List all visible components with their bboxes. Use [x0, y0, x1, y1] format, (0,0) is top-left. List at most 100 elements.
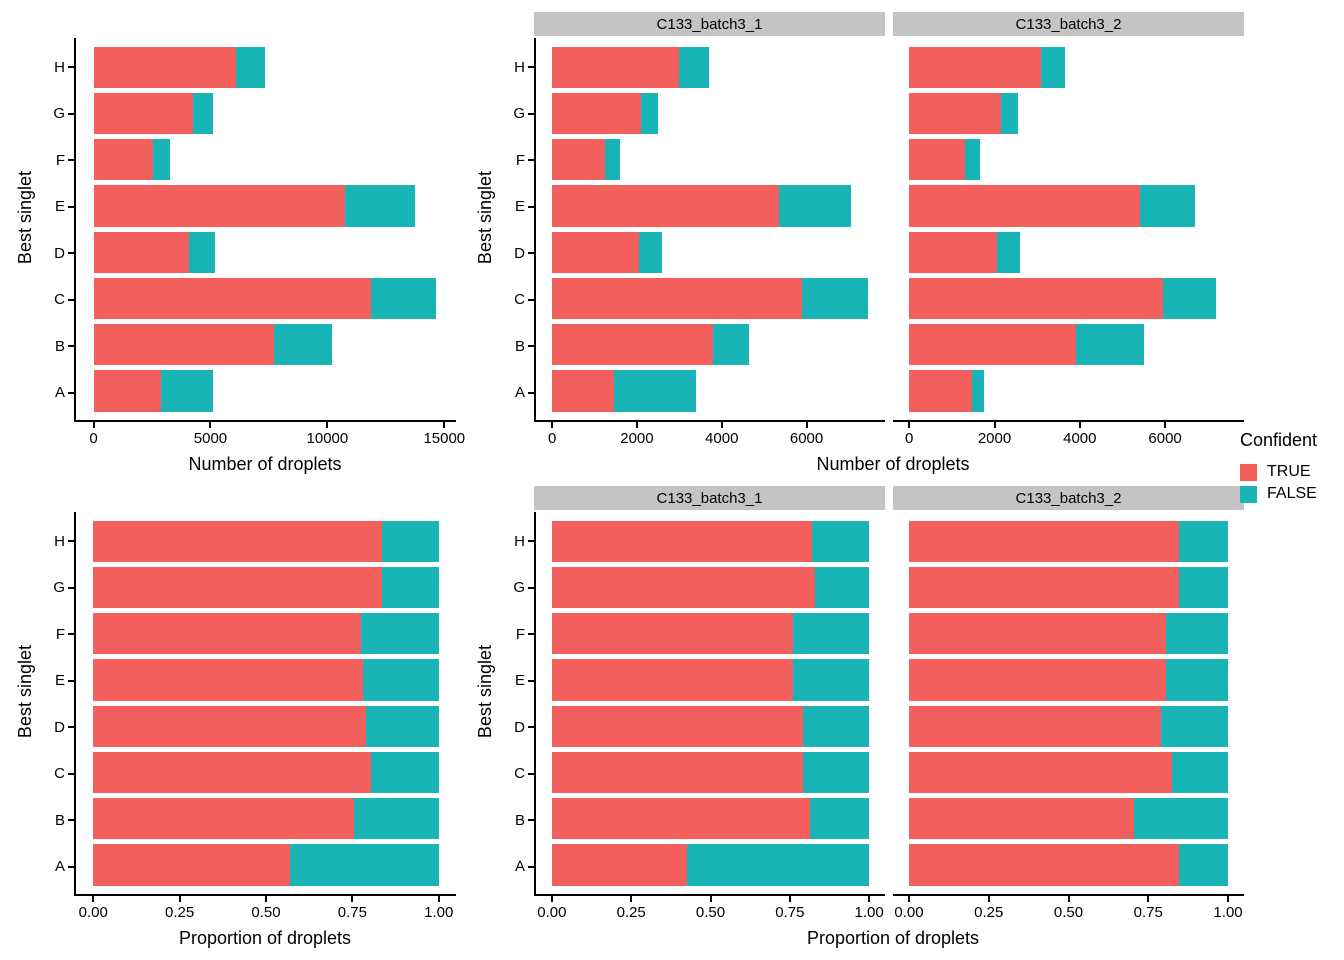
y-axis: H G F E D C B A [40, 486, 74, 896]
bar-segment-false [792, 659, 870, 701]
legend-item-true: TRUE [1240, 461, 1317, 483]
y-tick [528, 345, 534, 348]
x-tick [92, 896, 95, 902]
x-tick [1078, 422, 1081, 428]
x-tick [265, 896, 267, 902]
y-category-label: A [54, 384, 65, 402]
y-category-label: H [54, 532, 65, 550]
x-tick-label: 4000 [705, 430, 739, 447]
y-axis-title-column: Best singlet [10, 12, 40, 486]
x-tick-label: 2000 [977, 430, 1012, 447]
bar-segment-true [908, 613, 1166, 655]
plot-main: H G F E D C B A C133_batch3_1 0.00 0.25 0.50 0.75 1… [500, 486, 1244, 960]
y-axis-labels: H G F E D C B A [40, 512, 74, 896]
bar-segment-true [909, 46, 1042, 88]
bar-segment-true [93, 139, 154, 181]
y-axis-labels: H G F E D C B A [40, 38, 74, 422]
y-tick [528, 159, 534, 162]
bar-segment-false [1162, 277, 1217, 319]
x-tick [805, 422, 808, 428]
bar-segment-false [1161, 705, 1229, 747]
y-category-label: C [54, 291, 65, 309]
plot-counts-faceted: Best singlet H G F E D C B A C133_batch3_1 0 200… [470, 12, 1244, 486]
bar-segment-false [1075, 324, 1144, 366]
y-category-D: D [40, 230, 74, 277]
y-category-H: H [500, 518, 534, 565]
bar-segment-false [366, 705, 439, 747]
bar-segment-true [93, 370, 162, 412]
y-category-E: E [40, 658, 74, 705]
bar-segment-true [909, 231, 997, 273]
y-tick [68, 586, 74, 589]
bar-row-F [536, 137, 885, 183]
x-tick-label: 1.00 [1213, 904, 1243, 921]
y-category-label: F [515, 151, 525, 169]
bar-segment-true [551, 566, 816, 608]
bar-row-A [76, 368, 456, 414]
bar-segment-false [153, 139, 170, 181]
x-tick-label: 0.00 [78, 904, 108, 921]
bar-segment-true [908, 566, 1179, 608]
y-tick [68, 865, 74, 868]
x-tick-label: 0.25 [616, 904, 646, 921]
y-category-G: G [40, 565, 74, 612]
y-axis-title: Best singlet [14, 171, 35, 265]
plot-main: H G F E D C B A C133_batch3_1 0 2000 4000 6000 C13… [500, 12, 1244, 486]
bar-segment-false [371, 751, 439, 793]
y-category-label: C [514, 291, 525, 309]
x-axis-title: Proportion of droplets [806, 928, 980, 948]
y-tick [68, 112, 74, 115]
bar-segment-false [192, 92, 213, 134]
y-axis-labels: H G F E D C B A [500, 38, 534, 422]
y-axis-labels: H G F E D C B A [500, 512, 534, 896]
plot-main: H G F E D C B A 0 5000 10000 15000 Number of dropl… [40, 12, 465, 486]
y-category-label: F [55, 625, 65, 643]
x-tick [987, 896, 990, 902]
bar-row-E [893, 183, 1244, 229]
y-tick [528, 298, 534, 301]
strip-spacer [40, 12, 74, 38]
x-tick-label: 6000 [1148, 430, 1182, 447]
bar-segment-false [1178, 844, 1229, 886]
bar-segment-true [93, 659, 363, 701]
bar-segment-false [290, 844, 439, 886]
bar-row-E [536, 657, 885, 703]
bar-segment-true [551, 613, 793, 655]
bar-row-C [536, 275, 885, 321]
y-tick [528, 586, 534, 589]
plot-body: H G F E D C B A C133_batch3_1 0.00 0.25 0.50 0.75 1… [500, 486, 1244, 921]
bar-row-G [536, 90, 885, 136]
bar-segment-true [909, 92, 1001, 134]
x-tick-label: 0.50 [251, 904, 281, 921]
y-category-label: D [54, 244, 65, 262]
bar-segment-false [802, 277, 869, 319]
bar-segment-false [1172, 751, 1229, 793]
bar-segment-false [1139, 185, 1195, 227]
y-category-label: H [54, 58, 65, 76]
y-category-label: B [54, 811, 65, 829]
bar-segment-false [344, 185, 416, 227]
bar-segment-false [361, 613, 439, 655]
y-tick [528, 819, 534, 822]
y-category-label: H [514, 532, 525, 550]
y-category-B: B [40, 797, 74, 844]
x-tick [1227, 896, 1230, 902]
bar-row-H [76, 44, 456, 90]
panel-container: 0 5000 10000 15000 [74, 12, 465, 447]
bar-segment-true [93, 705, 367, 747]
y-axis-title: Best singlet [14, 645, 35, 739]
y-tick [528, 66, 534, 69]
x-tick-label: 5000 [193, 430, 228, 447]
bar-segment-true [551, 798, 811, 840]
y-tick [68, 205, 74, 208]
bar-row-F [536, 611, 885, 657]
bar-segment-true [93, 324, 274, 366]
y-tick [528, 679, 534, 682]
y-category-A: A [500, 844, 534, 891]
strip-spacer [500, 12, 534, 38]
x-tick-label: 0 [547, 430, 557, 447]
bar-segment-true [908, 705, 1162, 747]
bar-segment-false [1133, 798, 1229, 840]
bar-segment-true [93, 844, 291, 886]
bar-row-F [76, 137, 456, 183]
